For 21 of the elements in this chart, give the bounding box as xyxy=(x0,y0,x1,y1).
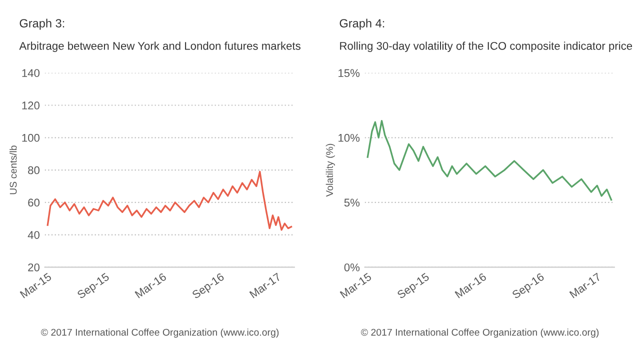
y-tick-label: 15% xyxy=(338,69,360,78)
line-series xyxy=(366,120,612,201)
y-tick-label: 100 xyxy=(22,134,40,142)
y-tick-label: 0% xyxy=(344,263,360,272)
y-tick-label: 40 xyxy=(28,231,40,239)
y-tick-label: 80 xyxy=(28,166,40,174)
chart-subtitle: Rolling 30-day volatility of the ICO composite indicator price xyxy=(340,42,632,52)
y-axis-title: US cents/lb xyxy=(10,146,17,194)
y-axis-title: Volatility (%) xyxy=(326,144,335,197)
y-tick-label: 140 xyxy=(22,69,40,78)
text: © 2017 International Coffee Organization (www.ico.org) xyxy=(41,328,279,338)
y-tick-label: 60 xyxy=(28,198,40,207)
y-tick-label: 5% xyxy=(344,198,360,207)
y-tick-label: 20 xyxy=(28,263,40,272)
line-series xyxy=(46,170,292,231)
y-tick-label: 120 xyxy=(22,102,40,110)
chart-subtitle: Arbitrage between New York and London futures markets xyxy=(19,42,300,52)
chart-title: Graph 3: xyxy=(20,18,64,30)
chart-title: Graph 4: xyxy=(340,18,384,30)
text: © 2017 International Coffee Organization (www.ico.org) xyxy=(361,328,599,338)
y-tick-label: 10% xyxy=(338,134,360,142)
